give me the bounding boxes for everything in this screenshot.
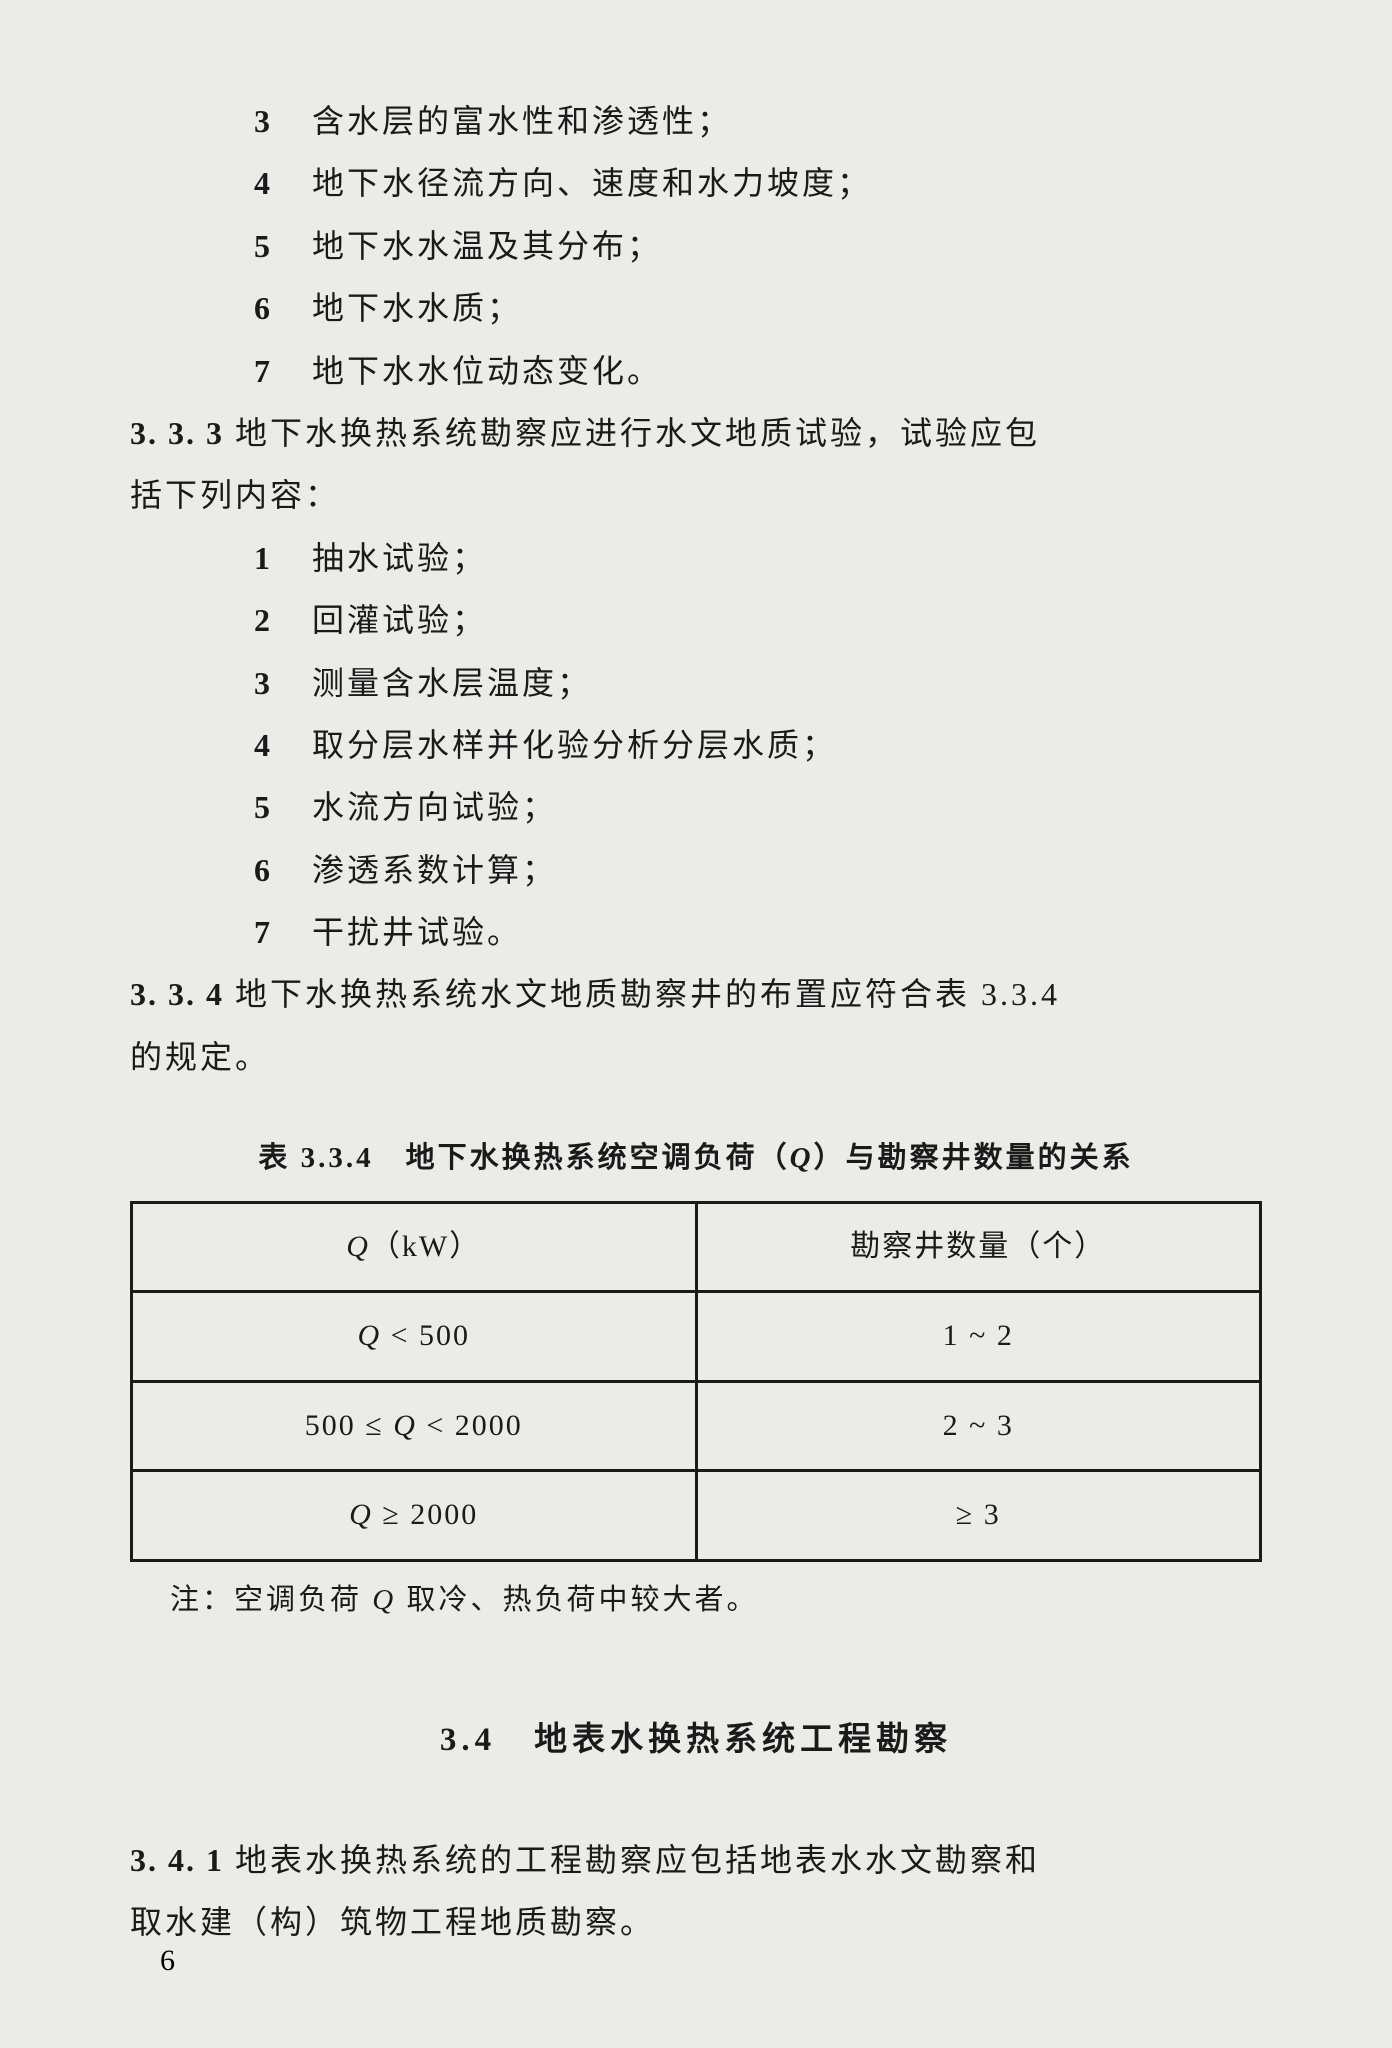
section-number: 3. 3. 3 bbox=[130, 415, 224, 451]
list-item: 2 回灌试验； bbox=[254, 589, 1262, 651]
list-text: 地下水水位动态变化。 bbox=[312, 340, 662, 402]
header-unit: （kW） bbox=[370, 1230, 481, 1263]
list-332: 3 含水层的富水性和渗透性； 4 地下水径流方向、速度和水力坡度； 5 地下水水… bbox=[130, 90, 1262, 402]
list-item: 6 渗透系数计算； bbox=[254, 839, 1262, 901]
table-cell: Q ≥ 2000 bbox=[132, 1471, 697, 1561]
cell-variable: Q bbox=[349, 1498, 373, 1531]
table-note: 注：空调负荷 Q 取冷、热负荷中较大者。 bbox=[170, 1572, 1262, 1629]
cell-variable: Q bbox=[393, 1409, 417, 1442]
list-number: 6 bbox=[254, 277, 312, 339]
list-number: 3 bbox=[254, 652, 312, 714]
list-number: 4 bbox=[254, 714, 312, 776]
list-number: 1 bbox=[254, 527, 312, 589]
paragraph-333-cont: 括下列内容： bbox=[130, 464, 1262, 526]
list-text: 取分层水样并化验分析分层水质； bbox=[312, 714, 837, 776]
list-item: 5 水流方向试验； bbox=[254, 776, 1262, 838]
paragraph-334-cont: 的规定。 bbox=[130, 1026, 1262, 1088]
paragraph-341-cont: 取水建（构）筑物工程地质勘察。 bbox=[130, 1891, 1262, 1953]
list-item: 3 含水层的富水性和渗透性； bbox=[254, 90, 1262, 152]
list-number: 5 bbox=[254, 215, 312, 277]
table-row: Q ≥ 2000 ≥ 3 bbox=[132, 1471, 1261, 1561]
table-caption: 表 3.3.4 地下水换热系统空调负荷（Q）与勘察井数量的关系 bbox=[130, 1130, 1262, 1187]
paragraph-text: 地表水换热系统的工程勘察应包括地表水水文勘察和 bbox=[235, 1842, 1040, 1878]
list-text: 渗透系数计算； bbox=[312, 839, 557, 901]
list-number: 5 bbox=[254, 776, 312, 838]
table-header-row: Q（kW） 勘察井数量（个） bbox=[132, 1202, 1261, 1292]
section-number: 3. 3. 4 bbox=[130, 976, 224, 1012]
page-number: 6 bbox=[160, 1944, 175, 1978]
list-item: 4 取分层水样并化验分析分层水质； bbox=[254, 714, 1262, 776]
list-item: 6 地下水水质； bbox=[254, 277, 1262, 339]
table-cell: Q < 500 bbox=[132, 1292, 697, 1382]
section-heading-34: 3.4 地表水换热系统工程勘察 bbox=[130, 1708, 1262, 1772]
cell-variable: Q bbox=[357, 1319, 381, 1352]
paragraph-334: 3. 3. 4 地下水换热系统水文地质勘察井的布置应符合表 3.3.4 bbox=[130, 963, 1262, 1025]
table-header-cell: 勘察井数量（个） bbox=[696, 1202, 1261, 1292]
table-cell: 500 ≤ Q < 2000 bbox=[132, 1381, 697, 1471]
table-334: Q（kW） 勘察井数量（个） Q < 500 1 ~ 2 500 ≤ Q < 2… bbox=[130, 1201, 1262, 1562]
list-number: 7 bbox=[254, 340, 312, 402]
list-item: 7 地下水水位动态变化。 bbox=[254, 340, 1262, 402]
list-item: 3 测量含水层温度； bbox=[254, 652, 1262, 714]
note-prefix: 注：空调负荷 bbox=[170, 1584, 372, 1616]
paragraph-text: 地下水换热系统勘察应进行水文地质试验，试验应包 bbox=[235, 415, 1040, 451]
list-item: 1 抽水试验； bbox=[254, 527, 1262, 589]
section-number: 3. 4. 1 bbox=[130, 1842, 224, 1878]
list-text: 含水层的富水性和渗透性； bbox=[312, 90, 732, 152]
list-text: 地下水水温及其分布； bbox=[312, 215, 662, 277]
paragraph-text: 地下水换热系统水文地质勘察井的布置应符合表 3.3.4 bbox=[235, 976, 1060, 1012]
table-row: 500 ≤ Q < 2000 2 ~ 3 bbox=[132, 1381, 1261, 1471]
table-header-cell: Q（kW） bbox=[132, 1202, 697, 1292]
list-number: 2 bbox=[254, 589, 312, 651]
paragraph-341: 3. 4. 1 地表水换热系统的工程勘察应包括地表水水文勘察和 bbox=[130, 1829, 1262, 1891]
page-content: 3 含水层的富水性和渗透性； 4 地下水径流方向、速度和水力坡度； 5 地下水水… bbox=[0, 0, 1392, 2013]
table-cell: 1 ~ 2 bbox=[696, 1292, 1261, 1382]
list-text: 抽水试验； bbox=[312, 527, 487, 589]
list-text: 干扰井试验。 bbox=[312, 901, 522, 963]
list-text: 水流方向试验； bbox=[312, 776, 557, 838]
note-suffix: 取冷、热负荷中较大者。 bbox=[396, 1584, 758, 1616]
list-item: 7 干扰井试验。 bbox=[254, 901, 1262, 963]
caption-prefix: 表 3.3.4 地下水换热系统空调负荷（ bbox=[258, 1142, 789, 1174]
list-number: 7 bbox=[254, 901, 312, 963]
table-row: Q < 500 1 ~ 2 bbox=[132, 1292, 1261, 1382]
list-number: 4 bbox=[254, 152, 312, 214]
list-text: 地下水水质； bbox=[312, 277, 522, 339]
list-number: 3 bbox=[254, 90, 312, 152]
list-333: 1 抽水试验； 2 回灌试验； 3 测量含水层温度； 4 取分层水样并化验分析分… bbox=[130, 527, 1262, 964]
list-text: 地下水径流方向、速度和水力坡度； bbox=[312, 152, 872, 214]
list-text: 测量含水层温度； bbox=[312, 652, 592, 714]
list-item: 5 地下水水温及其分布； bbox=[254, 215, 1262, 277]
caption-variable: Q bbox=[790, 1142, 814, 1174]
table-cell: 2 ~ 3 bbox=[696, 1381, 1261, 1471]
list-item: 4 地下水径流方向、速度和水力坡度； bbox=[254, 152, 1262, 214]
table-cell: ≥ 3 bbox=[696, 1471, 1261, 1561]
header-variable: Q bbox=[346, 1230, 370, 1263]
list-text: 回灌试验； bbox=[312, 589, 487, 651]
list-number: 6 bbox=[254, 839, 312, 901]
note-variable: Q bbox=[372, 1584, 396, 1616]
paragraph-333: 3. 3. 3 地下水换热系统勘察应进行水文地质试验，试验应包 bbox=[130, 402, 1262, 464]
caption-suffix: ）与勘察井数量的关系 bbox=[814, 1142, 1134, 1174]
